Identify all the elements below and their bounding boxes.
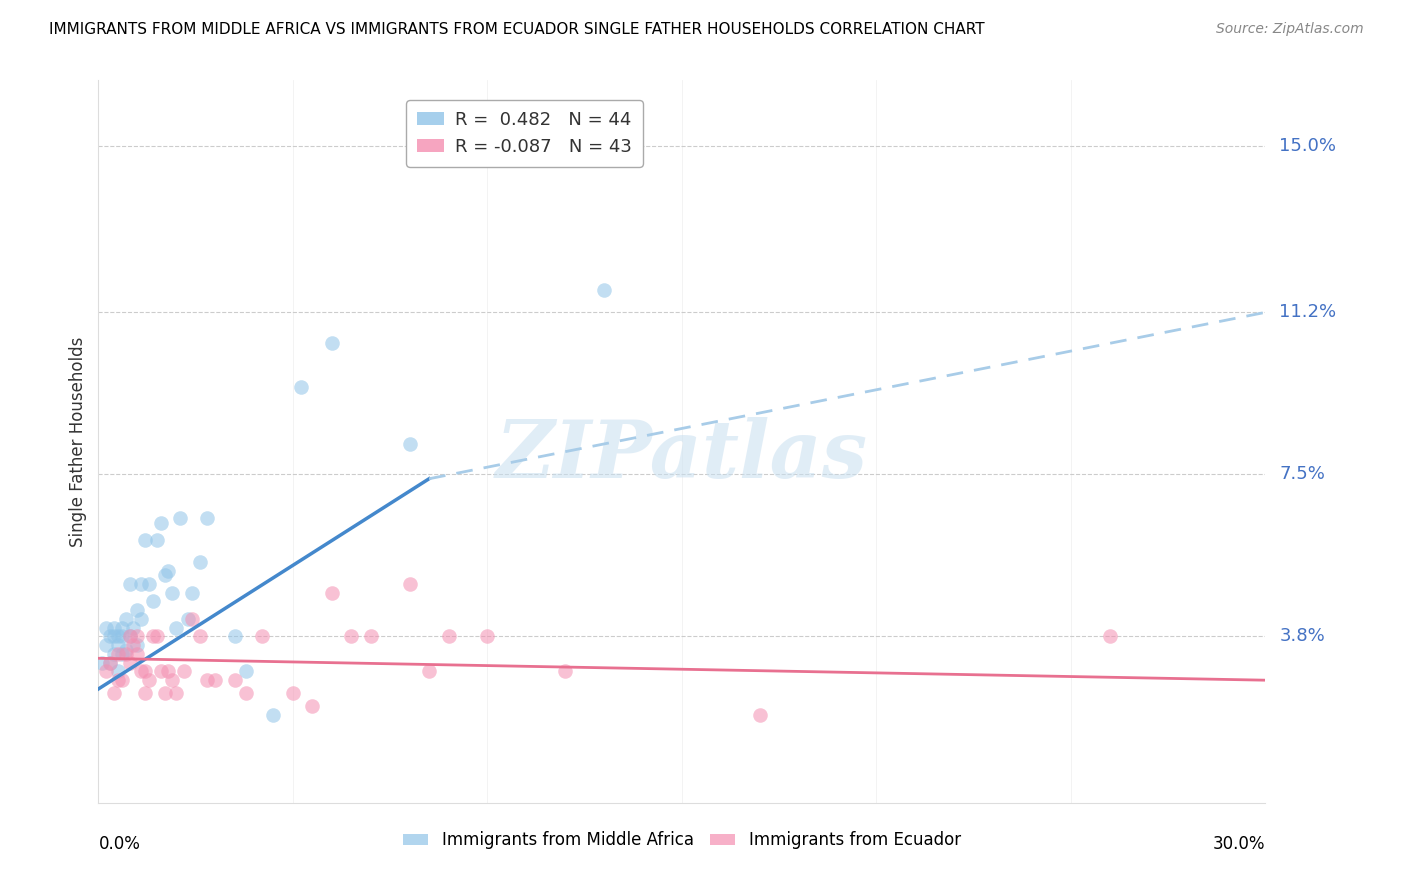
- Point: [127, 603, 149, 617]
- Point: [146, 629, 169, 643]
- Point: [96, 638, 118, 652]
- Point: [235, 665, 257, 679]
- Point: [103, 629, 125, 643]
- Point: [114, 642, 136, 657]
- Point: [98, 629, 121, 643]
- Point: [142, 629, 165, 643]
- Point: [111, 673, 134, 688]
- Text: ZIPatlas: ZIPatlas: [496, 417, 868, 495]
- Point: [146, 533, 169, 547]
- Point: [127, 638, 149, 652]
- Text: 15.0%: 15.0%: [1279, 137, 1337, 155]
- Point: [188, 555, 211, 569]
- Point: [149, 665, 172, 679]
- Point: [165, 686, 187, 700]
- Point: [398, 436, 420, 450]
- Point: [301, 699, 323, 714]
- Point: [153, 568, 176, 582]
- Point: [134, 686, 156, 700]
- Legend: Immigrants from Middle Africa, Immigrants from Ecuador: Immigrants from Middle Africa, Immigrant…: [396, 824, 967, 856]
- Point: [111, 621, 134, 635]
- Text: 3.8%: 3.8%: [1279, 627, 1324, 646]
- Point: [418, 665, 440, 679]
- Point: [290, 380, 312, 394]
- Text: 0.0%: 0.0%: [98, 835, 141, 854]
- Point: [177, 612, 200, 626]
- Point: [169, 511, 191, 525]
- Point: [321, 585, 343, 599]
- Point: [340, 629, 363, 643]
- Point: [122, 638, 145, 652]
- Point: [173, 665, 195, 679]
- Point: [204, 673, 226, 688]
- Point: [477, 629, 499, 643]
- Point: [437, 629, 460, 643]
- Point: [250, 629, 273, 643]
- Point: [96, 665, 118, 679]
- Point: [103, 647, 125, 661]
- Point: [127, 647, 149, 661]
- Point: [129, 612, 152, 626]
- Point: [157, 564, 180, 578]
- Point: [127, 629, 149, 643]
- Point: [118, 629, 141, 643]
- Point: [235, 686, 257, 700]
- Point: [142, 594, 165, 608]
- Text: Source: ZipAtlas.com: Source: ZipAtlas.com: [1216, 22, 1364, 37]
- Point: [107, 638, 129, 652]
- Text: 11.2%: 11.2%: [1279, 303, 1337, 321]
- Point: [111, 629, 134, 643]
- Point: [321, 336, 343, 351]
- Y-axis label: Single Father Households: Single Father Households: [69, 336, 87, 547]
- Point: [111, 647, 134, 661]
- Point: [134, 665, 156, 679]
- Point: [107, 629, 129, 643]
- Point: [122, 621, 145, 635]
- Point: [224, 673, 246, 688]
- Point: [103, 621, 125, 635]
- Point: [180, 612, 202, 626]
- Point: [138, 577, 160, 591]
- Point: [129, 665, 152, 679]
- Point: [593, 284, 616, 298]
- Point: [153, 686, 176, 700]
- Point: [360, 629, 382, 643]
- Point: [554, 665, 576, 679]
- Point: [96, 621, 118, 635]
- Point: [1098, 629, 1121, 643]
- Point: [748, 708, 770, 723]
- Point: [281, 686, 304, 700]
- Point: [262, 708, 284, 723]
- Text: 30.0%: 30.0%: [1213, 835, 1265, 854]
- Point: [157, 665, 180, 679]
- Point: [134, 533, 156, 547]
- Point: [118, 656, 141, 670]
- Point: [188, 629, 211, 643]
- Point: [195, 673, 218, 688]
- Point: [129, 577, 152, 591]
- Point: [195, 511, 218, 525]
- Point: [114, 612, 136, 626]
- Point: [165, 621, 187, 635]
- Point: [162, 585, 184, 599]
- Text: IMMIGRANTS FROM MIDDLE AFRICA VS IMMIGRANTS FROM ECUADOR SINGLE FATHER HOUSEHOLD: IMMIGRANTS FROM MIDDLE AFRICA VS IMMIGRA…: [49, 22, 984, 37]
- Point: [224, 629, 246, 643]
- Point: [180, 585, 202, 599]
- Point: [118, 577, 141, 591]
- Point: [114, 647, 136, 661]
- Point: [398, 577, 420, 591]
- Point: [107, 665, 129, 679]
- Point: [98, 656, 121, 670]
- Point: [138, 673, 160, 688]
- Point: [118, 629, 141, 643]
- Point: [98, 656, 121, 670]
- Point: [107, 647, 129, 661]
- Point: [162, 673, 184, 688]
- Point: [91, 656, 114, 670]
- Point: [107, 673, 129, 688]
- Text: 7.5%: 7.5%: [1279, 466, 1326, 483]
- Point: [149, 516, 172, 530]
- Point: [103, 686, 125, 700]
